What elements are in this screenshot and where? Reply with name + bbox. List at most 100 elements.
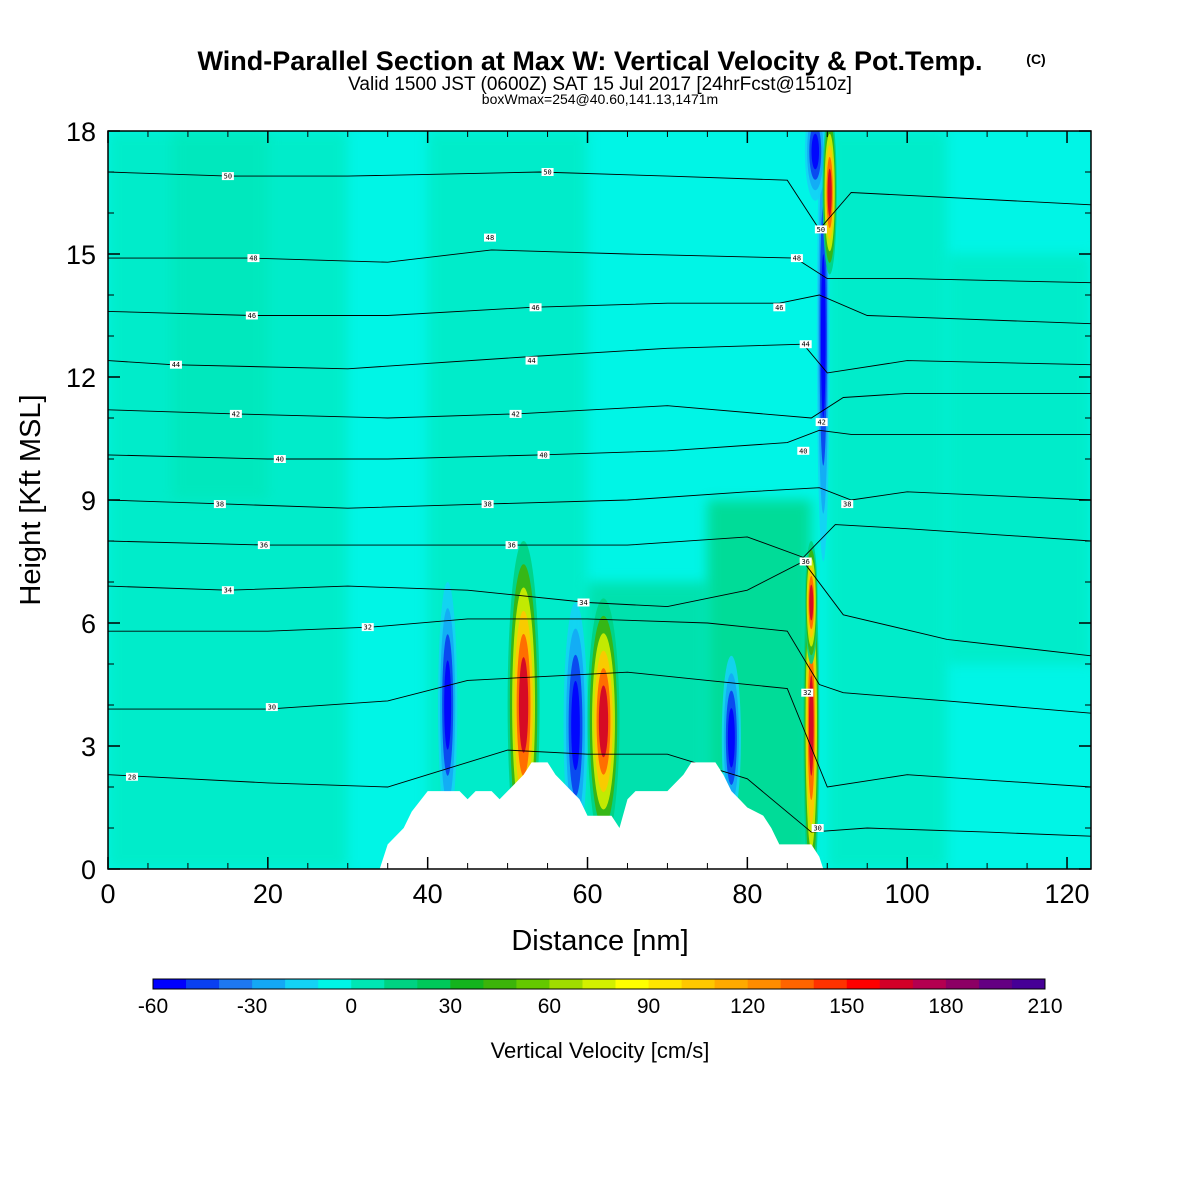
y-tick-label: 12	[66, 363, 96, 393]
isentrope-label-bg	[481, 500, 494, 509]
isentrope-label: 44	[527, 357, 535, 365]
x-axis-label: Distance [nm]	[511, 925, 688, 957]
isentrope-label: 42	[817, 419, 825, 427]
isentrope-label: 50	[817, 226, 825, 234]
isentrope-label: 48	[793, 255, 801, 263]
isentrope-label-bg	[814, 225, 827, 234]
colorbar-tick-label: 150	[829, 995, 864, 1018]
colorbar-swatch	[945, 979, 980, 989]
colorbar-swatch	[483, 979, 517, 989]
isentrope-label: 48	[249, 255, 257, 263]
isentrope-label-bg	[541, 168, 554, 176]
colorbar-swatch	[516, 979, 550, 989]
colorbar-swatch	[186, 979, 220, 989]
velocity-features	[438, 131, 837, 869]
isentrope-label: 40	[799, 447, 807, 455]
colorbar-tick-label: 90	[637, 995, 660, 1018]
isentrope-label: 30	[268, 704, 276, 712]
isentrope-label: 36	[260, 542, 268, 550]
isentrope-label: 40	[276, 456, 284, 464]
isentrope-label: 38	[216, 501, 224, 509]
colorbar-tick-label: 0	[345, 995, 357, 1018]
isentrope-label-bg	[537, 450, 550, 459]
colorbar-swatch	[582, 979, 617, 989]
x-axis: 0 20 40 60 80 100 120	[100, 131, 1090, 909]
field-band	[947, 254, 1091, 664]
isentrope-label: 36	[507, 542, 515, 550]
isentrope-label-bg	[799, 557, 812, 566]
colorbar-swatch	[648, 979, 683, 989]
isentrope-label: 34	[224, 587, 232, 595]
isentrope-label: 42	[511, 410, 519, 418]
colorbar-swatch	[318, 979, 352, 989]
isentrope-label-bg	[257, 541, 270, 550]
downdraft-core	[571, 680, 580, 771]
colorbar-swatch	[450, 979, 484, 989]
isentrope-line	[108, 249, 1091, 284]
chart-title-mark: (C)	[1026, 51, 1045, 67]
y-axis: 0 36 9 12 15 18	[66, 117, 1091, 885]
isentrope-label-bg	[509, 409, 522, 418]
isentrope-line	[108, 618, 1091, 714]
isentrope-label: 44	[172, 361, 180, 369]
isentrope-label-bg	[229, 409, 242, 418]
colorbar-frame	[152, 978, 1046, 990]
isentrope-label: 32	[364, 624, 372, 632]
colorbar-swatch	[780, 979, 815, 989]
isentrope-label-bg	[125, 772, 138, 781]
colorbar-swatch	[846, 979, 881, 989]
isentrope-label: 30	[813, 825, 821, 833]
colorbar-swatch	[747, 979, 782, 989]
isentrope-line	[108, 392, 1091, 419]
y-tick-label: 9	[81, 486, 96, 516]
colorbar-swatch	[978, 979, 1013, 989]
colorbar-tick-label: -30	[237, 995, 267, 1018]
isentrope-line	[108, 671, 1091, 788]
colorbar-swatch	[813, 979, 848, 989]
colorbar-swatch	[285, 979, 319, 989]
chart-title: Wind-Parallel Section at Max W: Vertical…	[198, 46, 983, 76]
colorbar-tick-label: 30	[439, 995, 462, 1018]
y-tick-label: 0	[81, 855, 96, 885]
updraft-core	[827, 168, 832, 217]
isentrope-label-bg	[841, 500, 854, 509]
isentrope-line	[108, 343, 1091, 374]
updraft-core	[598, 685, 609, 758]
x-tick-label: 80	[732, 879, 762, 909]
isentrope-line	[108, 524, 1091, 558]
isentrope-label: 28	[128, 773, 136, 781]
terrain	[108, 762, 1091, 869]
colorbar-swatch	[714, 979, 749, 989]
isentrope-line	[108, 294, 1091, 325]
y-axis-label: Height [Kft MSL]	[15, 394, 47, 605]
colorbar-tick-label: -60	[138, 995, 168, 1018]
isentrope-label: 38	[843, 501, 851, 509]
chart-subtitle-2: boxWmax=254@40.60,141.13,1471m	[482, 91, 718, 107]
isentrope-label: 50	[543, 169, 551, 177]
isentrope-label-bg	[213, 500, 226, 509]
colorbar-swatch	[879, 979, 914, 989]
y-tick-label: 18	[66, 117, 96, 147]
isentrope-line	[108, 171, 1091, 231]
isentrope-label-bg	[811, 824, 824, 832]
colorbar-swatch	[417, 979, 451, 989]
isentrope-line	[108, 560, 1091, 657]
x-tick-label: 40	[413, 879, 443, 909]
colorbar-swatch	[384, 979, 418, 989]
isentrope-label-bg	[247, 254, 260, 263]
y-tick-label: 15	[66, 240, 96, 270]
isentrope-label: 34	[579, 599, 587, 607]
isentrope-line	[108, 749, 1091, 837]
colorbar-tick-label: 60	[538, 995, 561, 1018]
colorbar-swatch	[615, 979, 650, 989]
isentrope-label: 46	[531, 304, 539, 312]
isentrope-label: 38	[483, 501, 491, 509]
isentrope-line	[108, 429, 1091, 460]
colorbar-tick-label: 180	[928, 995, 963, 1018]
colorbar-swatch	[153, 979, 187, 989]
isentrope-label: 44	[801, 341, 809, 349]
isentrope-label: 48	[486, 234, 494, 242]
isentrope-label: 42	[232, 410, 240, 418]
isentrope-label: 46	[248, 312, 256, 320]
